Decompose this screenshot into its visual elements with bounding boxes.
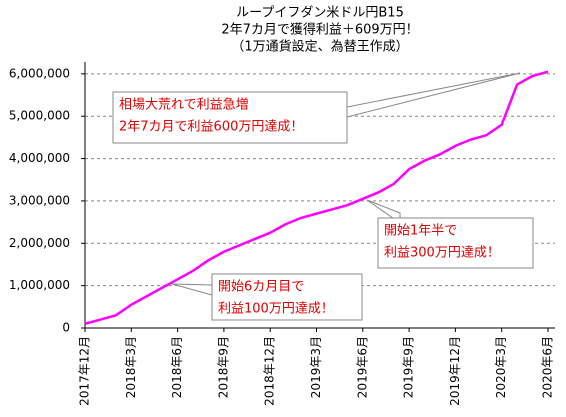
x-tick-label: 2018年9月 <box>216 336 230 398</box>
y-tick-label: 1,000,000 <box>9 278 70 292</box>
x-tick-label: 2019年3月 <box>309 336 323 398</box>
callout-box <box>112 91 348 144</box>
chart-title: 2年7カ月で獲得利益＋609万円！ <box>221 22 418 38</box>
x-tick-label: 2019年6月 <box>355 336 369 398</box>
x-tick-label: 2019年12月 <box>448 336 462 406</box>
y-tick-label: 3,000,000 <box>9 193 70 207</box>
annotation: 開始6カ月目で <box>218 280 304 295</box>
x-tick-label: 2020年6月 <box>541 336 555 398</box>
annotation: 利益300万円達成！ <box>384 246 500 261</box>
y-tick-label: 0 <box>62 321 70 335</box>
x-tick-label: 2019年9月 <box>402 336 416 398</box>
callout-box <box>377 217 534 269</box>
x-tick-label: 2017年12月 <box>78 336 92 406</box>
y-tick-label: 6,000,000 <box>9 66 70 80</box>
x-tick-label: 2020年3月 <box>494 336 508 398</box>
y-tick-label: 5,000,000 <box>9 109 70 123</box>
x-tick-label: 2018年3月 <box>124 336 138 398</box>
x-tick-label: 2018年6月 <box>170 336 184 398</box>
x-tick-label: 2018年12月 <box>263 336 277 406</box>
annotation: 利益100万円達成！ <box>218 302 334 317</box>
callout-arrow <box>171 283 213 296</box>
y-tick-label: 2,000,000 <box>9 236 70 250</box>
y-tick-label: 4,000,000 <box>9 151 70 165</box>
data-line <box>84 70 549 325</box>
callout-box <box>211 273 363 321</box>
annotation: 2年7カ月で利益600万円達成！ <box>119 120 303 135</box>
annotation: 相場大荒れで利益急増 <box>119 98 249 113</box>
callout-arrow <box>346 72 521 118</box>
chart-title: ループイフダン米ドル円B15 <box>236 6 404 21</box>
annotation: 開始1年半で <box>384 224 457 239</box>
chart-title: （1万通貨設定、為替王作成） <box>231 39 408 55</box>
